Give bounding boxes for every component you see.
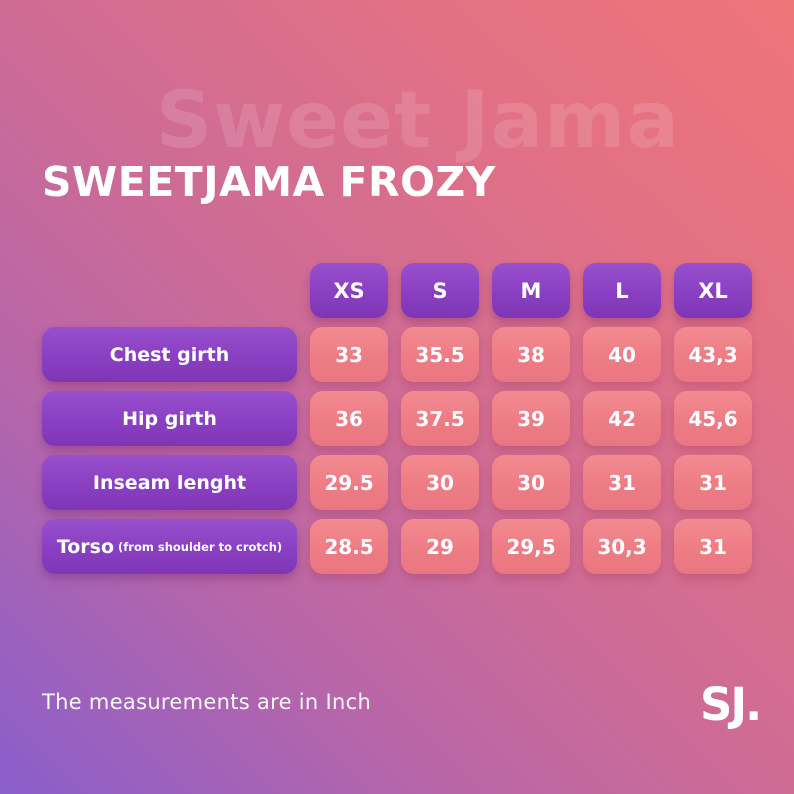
column-header-xl: XL <box>674 263 752 318</box>
sweetjama-logo: SJ. <box>700 678 762 731</box>
value-inseam-m: 30 <box>492 455 570 510</box>
row-sublabel-text: (from shoulder to crotch) <box>118 539 283 554</box>
row-label-hip-girth: Hip girth <box>42 391 297 446</box>
value-inseam-l: 31 <box>583 455 661 510</box>
row-label-text: Torso <box>56 535 115 558</box>
size-chart-table: XS S M L XL Chest girth 33 35.5 38 40 43… <box>42 263 752 574</box>
value-chest-m: 38 <box>492 327 570 382</box>
value-chest-l: 40 <box>583 327 661 382</box>
units-note: The measurements are in Inch <box>42 690 372 714</box>
column-header-s: S <box>401 263 479 318</box>
value-chest-s: 35.5 <box>401 327 479 382</box>
value-chest-xl: 43,3 <box>674 327 752 382</box>
value-inseam-s: 30 <box>401 455 479 510</box>
value-hip-xs: 36 <box>310 391 388 446</box>
value-torso-s: 29 <box>401 519 479 574</box>
row-label-chest-girth: Chest girth <box>42 327 297 382</box>
value-torso-l: 30,3 <box>583 519 661 574</box>
row-label-inseam-length: Inseam lenght <box>42 455 297 510</box>
value-torso-xs: 28.5 <box>310 519 388 574</box>
value-hip-xl: 45,6 <box>674 391 752 446</box>
row-label-text: Chest girth <box>109 343 230 366</box>
value-hip-s: 37.5 <box>401 391 479 446</box>
value-inseam-xs: 29.5 <box>310 455 388 510</box>
value-inseam-xl: 31 <box>674 455 752 510</box>
row-label-text: Hip girth <box>122 407 217 430</box>
value-torso-m: 29,5 <box>492 519 570 574</box>
page-title: SWEETJAMA FROZY <box>42 158 496 207</box>
value-torso-xl: 31 <box>674 519 752 574</box>
value-chest-xs: 33 <box>310 327 388 382</box>
table-corner-spacer <box>42 263 297 318</box>
column-header-m: M <box>492 263 570 318</box>
column-header-l: L <box>583 263 661 318</box>
value-hip-l: 42 <box>583 391 661 446</box>
column-header-xs: XS <box>310 263 388 318</box>
watermark-text: Sweet Jama <box>156 76 681 166</box>
row-label-text: Inseam lenght <box>92 471 247 494</box>
value-hip-m: 39 <box>492 391 570 446</box>
row-label-torso: Torso (from shoulder to crotch) <box>42 519 297 574</box>
